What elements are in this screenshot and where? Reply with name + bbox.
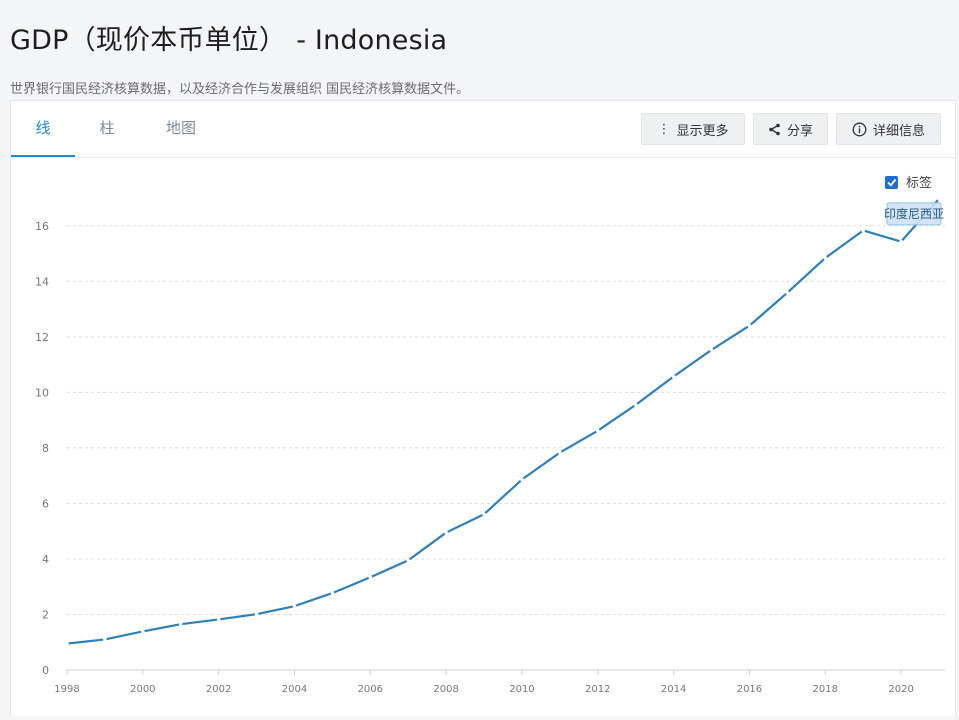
data-point	[292, 604, 297, 608]
label-toggle-text: 标签	[906, 175, 932, 191]
y-tick-label: 14	[35, 275, 49, 288]
details-label: 详细信息	[872, 123, 925, 139]
series-annotation: 印度尼西亚	[884, 202, 944, 226]
series-label-box	[886, 202, 942, 226]
page-title-main: GDP（现价本币单位）	[10, 25, 287, 56]
grid-lines	[67, 225, 945, 615]
x-tick-label: 2002	[206, 684, 231, 695]
data-point	[520, 477, 524, 482]
data-point	[633, 403, 638, 407]
chart-area: 0 2 4 6 8 10 12 14 16 1998 2000 2002 2004 2006 2008 201…	[11, 158, 955, 716]
data-point	[330, 591, 335, 595]
data-point	[254, 612, 259, 616]
more-vertical-icon: ⋮	[657, 121, 671, 137]
x-tick-label: 2006	[358, 684, 383, 695]
tab-map[interactable]: 地图	[165, 119, 196, 137]
data-point	[861, 228, 865, 233]
check-icon	[887, 178, 897, 187]
x-tick-label: 2020	[888, 684, 913, 695]
axes: 0 2 4 6 8 10 12 14 16 1998 2000 2002 2004 2006 2008 201…	[35, 220, 945, 695]
x-tick-label: 2010	[509, 684, 534, 695]
x-tick-label: 2012	[585, 684, 610, 695]
chart-card: 线 柱 地图 ⋮ 显示更多 分享	[10, 100, 956, 716]
data-point	[823, 256, 828, 260]
data-point	[899, 239, 903, 244]
series-line	[66, 198, 940, 645]
info-icon	[852, 122, 867, 137]
data-point	[785, 290, 790, 295]
page-title: GDP（现价本币单位） - Indonesia	[10, 18, 447, 57]
tab-line[interactable]: 线	[11, 101, 75, 157]
data-point	[141, 629, 145, 634]
data-point	[65, 641, 69, 646]
page-title-country: - Indonesia	[296, 25, 448, 56]
share-label: 分享	[786, 123, 813, 139]
y-tick-label: 2	[42, 608, 49, 621]
data-point	[671, 374, 676, 379]
x-tick-label: 2016	[737, 684, 762, 695]
data-point	[444, 530, 448, 535]
data-point	[595, 428, 600, 433]
data-point	[747, 323, 752, 328]
label-toggle[interactable]: 标签	[885, 175, 932, 191]
data-point	[709, 348, 714, 352]
y-tick-label: 0	[42, 664, 49, 677]
data-point	[178, 622, 183, 626]
line-chart: 0 2 4 6 8 10 12 14 16 1998 2000 2002 2004 2006 2008 201…	[35, 175, 945, 695]
y-tick-label: 8	[42, 442, 49, 455]
data-point	[103, 637, 107, 642]
page-subtitle: 世界银行国民经济核算数据，以及经济合作与发展组织 国民经济核算数据文件。	[10, 82, 470, 97]
x-tick-label: 2008	[433, 684, 458, 695]
y-tick-label: 10	[35, 386, 49, 399]
y-tick-label: 16	[35, 220, 49, 233]
x-tick-label: 2000	[130, 684, 155, 695]
data-point	[406, 558, 411, 563]
y-tick-label: 4	[42, 553, 49, 566]
x-tick-label: 2018	[813, 684, 838, 695]
data-point	[368, 575, 373, 580]
details-button[interactable]: 详细信息	[836, 113, 941, 145]
data-point	[937, 197, 941, 201]
data-point	[482, 512, 486, 517]
share-button[interactable]: 分享	[753, 113, 828, 145]
y-tick-label: 6	[42, 497, 49, 510]
y-tick-label: 12	[35, 331, 49, 344]
data-point	[216, 617, 221, 622]
tabs-bar: 线 柱 地图 ⋮ 显示更多 分享	[11, 101, 955, 158]
label-checkbox[interactable]	[885, 176, 898, 189]
data-point	[558, 450, 562, 455]
x-tick-label: 2004	[282, 684, 307, 695]
tab-bar[interactable]: 柱	[99, 119, 115, 137]
series-layer	[65, 197, 941, 646]
x-tick-label: 2014	[661, 684, 686, 695]
x-tick-label: 1998	[54, 684, 79, 695]
show-more-button[interactable]: ⋮ 显示更多	[641, 113, 745, 145]
show-more-label: 显示更多	[676, 123, 729, 139]
series-label-text: 印度尼西亚	[884, 206, 944, 221]
share-icon	[768, 123, 781, 136]
